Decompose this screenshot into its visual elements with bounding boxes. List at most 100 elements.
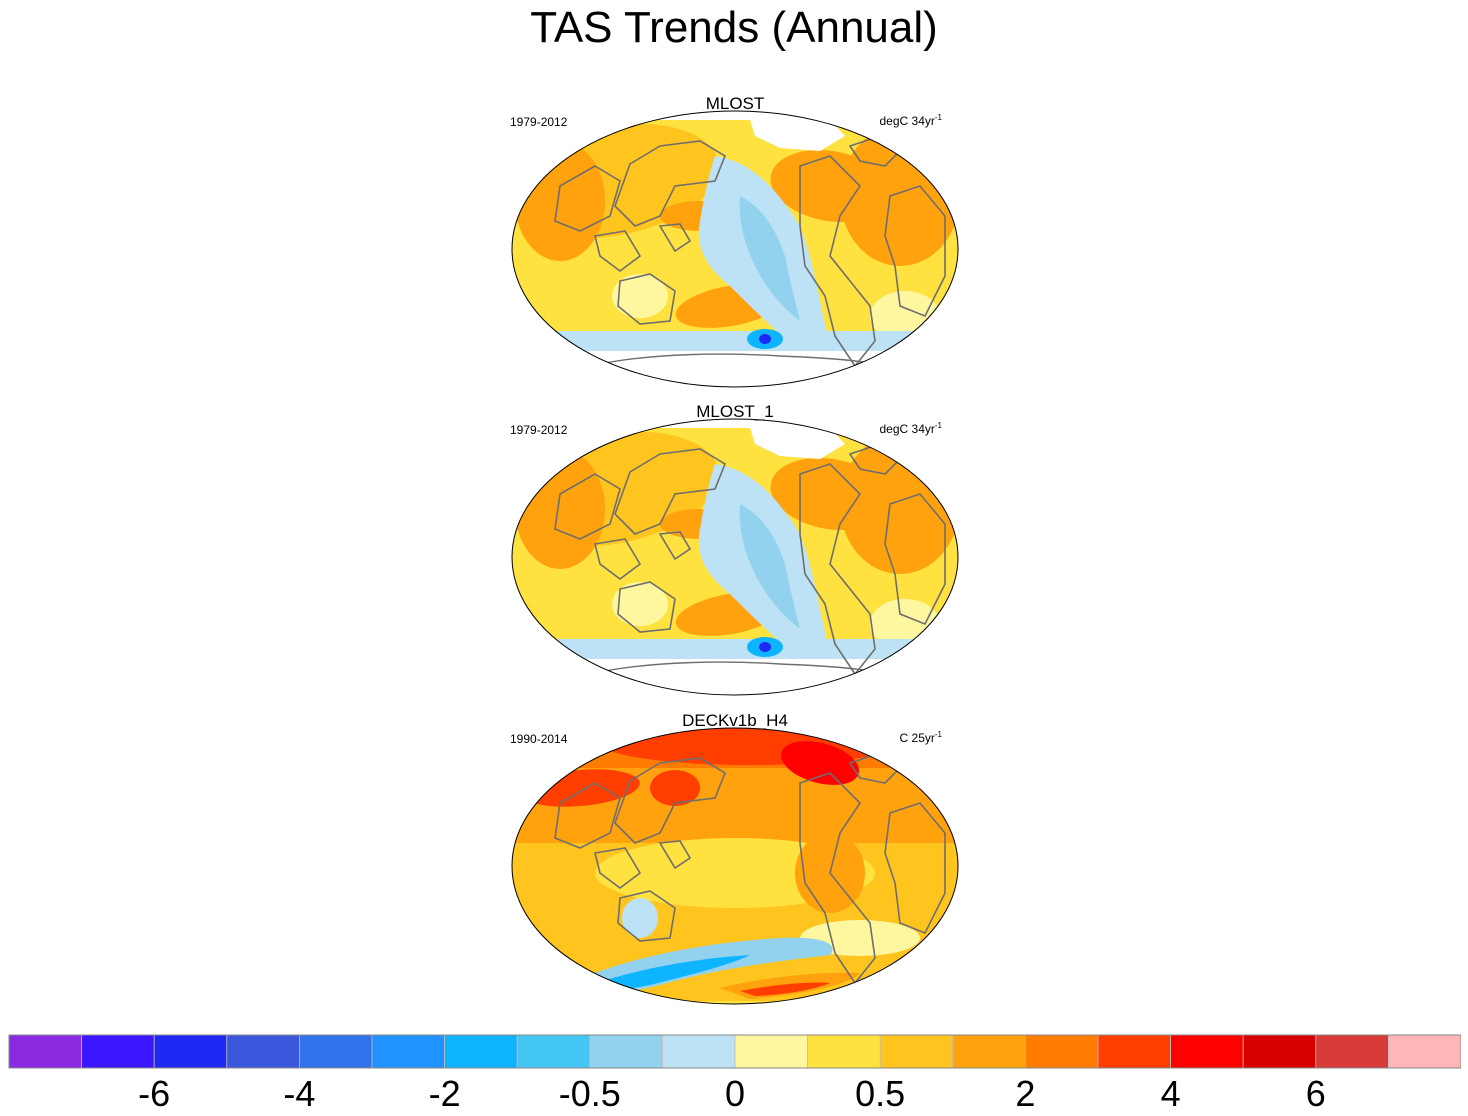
units-exponent: -1 — [934, 730, 942, 739]
cooling-region — [759, 334, 771, 344]
colorbar-box — [1242, 1034, 1317, 1069]
colorbar-box — [807, 1034, 881, 1069]
coastline — [617, 273, 676, 325]
trend-map-1 — [511, 110, 959, 388]
map-border — [511, 727, 959, 1005]
strong-warming-region — [781, 741, 859, 785]
antarctica-coast — [599, 661, 881, 675]
coastline — [884, 493, 946, 626]
colorbar-box — [8, 1034, 82, 1069]
antarctica-no-data — [512, 351, 958, 387]
colorbar-box — [444, 1034, 518, 1069]
map-panel-1: MLOST 1979-2012 degC 34yr-1 — [500, 94, 970, 394]
figure-title: TAS Trends (Annual) — [530, 3, 938, 52]
coastline — [554, 782, 621, 849]
units-label: degC 34yr-1 — [880, 419, 943, 436]
colorbar-box — [371, 1034, 445, 1069]
colorbar-box — [81, 1034, 155, 1069]
units-text: C 25yr — [899, 731, 935, 745]
colorbar-box — [1315, 1034, 1389, 1069]
units-text: degC 34yr — [879, 114, 935, 128]
coastline — [884, 185, 946, 318]
coastline — [799, 463, 876, 676]
coastline — [617, 890, 676, 942]
warm-region — [515, 141, 605, 261]
coastline — [617, 581, 676, 633]
units-exponent: -1 — [934, 113, 942, 122]
coastline — [614, 448, 726, 535]
weak-trend-region — [612, 582, 668, 626]
coastline — [799, 772, 876, 985]
units-exponent: -1 — [934, 421, 942, 430]
antarctica-no-data — [512, 659, 958, 695]
map-field — [512, 728, 958, 1004]
cooling-region — [590, 955, 750, 990]
weak-trend-region — [612, 274, 668, 318]
period-label: 1990-2014 — [510, 732, 568, 746]
cooling-region — [622, 898, 658, 938]
colorbar-box — [952, 1034, 1026, 1069]
colorbar — [8, 1034, 1461, 1069]
coastline — [614, 757, 726, 844]
cooling-region — [759, 642, 771, 652]
units-label: degC 34yr-1 — [880, 111, 943, 128]
colorbar-tick-label: 2 — [1015, 1073, 1036, 1114]
cooling-region — [739, 504, 800, 629]
coastline — [594, 230, 642, 272]
period-label: 1979-2012 — [510, 423, 568, 437]
no-data-region — [512, 111, 958, 120]
colorbar-box — [662, 1034, 736, 1069]
panel-title: DECKv1b_H4 — [682, 711, 788, 730]
coastline — [799, 155, 876, 368]
colorbar-box — [879, 1034, 954, 1069]
map-border — [511, 418, 959, 696]
no-data-region — [750, 428, 845, 459]
colorbar-frame — [8, 1034, 1461, 1069]
colorbar-box — [298, 1034, 373, 1069]
no-data-region — [750, 120, 845, 151]
no-data-region — [512, 419, 958, 428]
coastline — [658, 840, 692, 870]
units-label: C 25yr-1 — [900, 728, 942, 745]
colorbar-box — [1097, 1034, 1171, 1069]
panel-title: MLOST — [705, 94, 765, 113]
map-field — [512, 419, 958, 695]
coastline — [594, 538, 642, 580]
colorbar-tick-label: 0.5 — [855, 1073, 906, 1114]
colorbar-tick-label: -2 — [428, 1073, 461, 1114]
strong-warming-region — [740, 982, 830, 996]
coastline — [658, 223, 692, 253]
colorbar-tick-label: 4 — [1160, 1073, 1181, 1114]
map-panel-3: DECKv1b_H4 1990-2014 C 25yr-1 — [500, 711, 970, 1011]
coastline — [594, 847, 642, 889]
cooling-region — [739, 196, 800, 321]
coastline — [554, 165, 621, 232]
colorbar-box — [1170, 1034, 1244, 1069]
antarctica-coast — [599, 353, 881, 367]
colorbar-box — [516, 1034, 591, 1069]
southern-ocean-cooling — [540, 639, 940, 661]
colorbar-tick-label: -0.5 — [558, 1073, 621, 1114]
moderate-warming-region — [512, 1001, 958, 1004]
colorbar-box — [1388, 1034, 1461, 1069]
coastline — [884, 802, 946, 935]
colorbar-tick-label: 6 — [1305, 1073, 1326, 1114]
colorbar-box — [153, 1034, 228, 1069]
trend-map-3 — [511, 727, 959, 1005]
coastline — [554, 473, 621, 540]
warm-region — [515, 449, 605, 569]
strong-warming-region — [650, 770, 700, 806]
colorbar-box — [226, 1034, 300, 1069]
colorbar-box — [734, 1034, 808, 1069]
colorbar-tick-label: -6 — [138, 1073, 171, 1114]
colorbar-tick-label: 0 — [724, 1073, 746, 1114]
map-field — [512, 111, 958, 387]
colorbar-box — [589, 1034, 663, 1069]
colorbar-box — [1025, 1034, 1099, 1069]
map-border — [511, 110, 959, 388]
map-panel-2: MLOST_1 1979-2012 degC 34yr-1 — [500, 402, 970, 702]
colorbar-tick-label: -4 — [283, 1073, 316, 1114]
coastline — [658, 531, 692, 561]
coastline — [614, 140, 726, 227]
period-label: 1979-2012 — [510, 115, 568, 129]
